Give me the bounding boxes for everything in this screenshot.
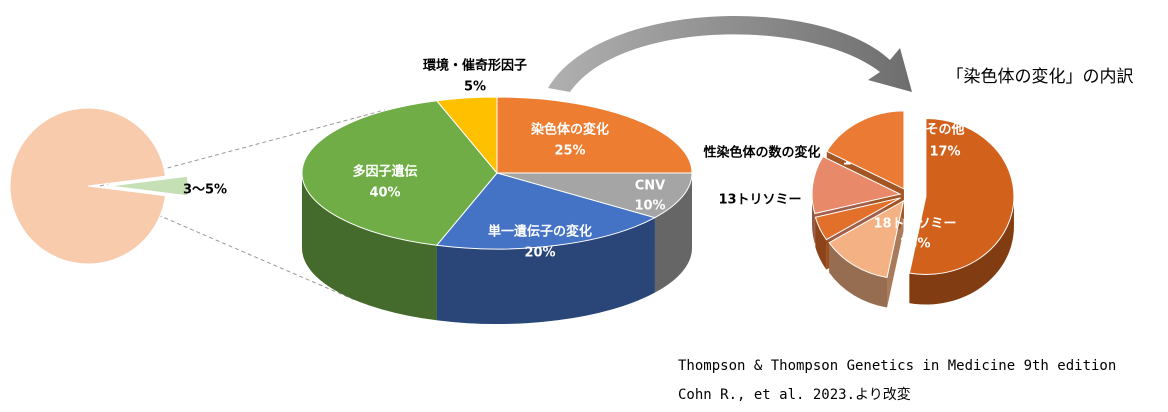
shade: [829, 242, 888, 308]
value-label: 10%: [634, 199, 665, 214]
shade: [436, 217, 655, 324]
slice: [811, 155, 902, 215]
arrow: [548, 15, 912, 92]
slice: [109, 175, 189, 197]
value-label: 25%: [554, 144, 585, 159]
source: Cohn R., et al. 2023.より改変: [678, 386, 911, 403]
slice: [496, 172, 693, 219]
value-label: 17%: [929, 145, 960, 160]
value-label: 20%: [524, 246, 555, 261]
value-label: 53%: [1039, 196, 1070, 211]
slice-side: [909, 196, 1014, 305]
source: Thompson & Thompson Genetics in Medicine…: [678, 358, 1116, 374]
chart-title: 「染色体の変化」の内訳: [947, 67, 1134, 87]
slice: [496, 96, 693, 174]
slice: [435, 96, 498, 175]
slice-side: [829, 242, 888, 308]
slice-side: [436, 217, 655, 324]
slice: [301, 100, 498, 246]
slice: [826, 110, 905, 190]
slice-side: [302, 173, 437, 321]
shade: [654, 173, 692, 293]
value-label: 13%: [899, 237, 930, 252]
slice-label: 13トリソミー: [718, 193, 801, 208]
value-label: 40%: [369, 186, 400, 201]
slice-label: 18トリソミー: [873, 217, 956, 232]
slice: [9, 107, 166, 265]
slice-side: [815, 217, 827, 270]
shade: [909, 196, 1014, 305]
slice-label: 染色体の変化: [530, 122, 609, 138]
shade: [815, 217, 827, 270]
value-label: 3～5%: [183, 183, 227, 198]
slice-label: 21トリソミー: [1013, 176, 1096, 191]
slice-label: その他: [925, 122, 964, 138]
slice-label: 環境・催奇形因子: [423, 58, 527, 74]
shade: [302, 173, 437, 321]
slice-label: 性染色体の数の変化: [703, 145, 820, 161]
slice: [828, 199, 905, 279]
slice: [908, 118, 1015, 275]
connector: [99, 189, 356, 301]
slice: [814, 197, 901, 241]
slice: [435, 172, 657, 250]
value-label: 5%: [464, 80, 486, 95]
slice-side: [654, 173, 692, 293]
slice-label: 多因子遺伝: [352, 164, 417, 180]
slice-label: CNV: [635, 179, 665, 194]
slice-label: 単一遺伝子の変化: [488, 224, 592, 240]
